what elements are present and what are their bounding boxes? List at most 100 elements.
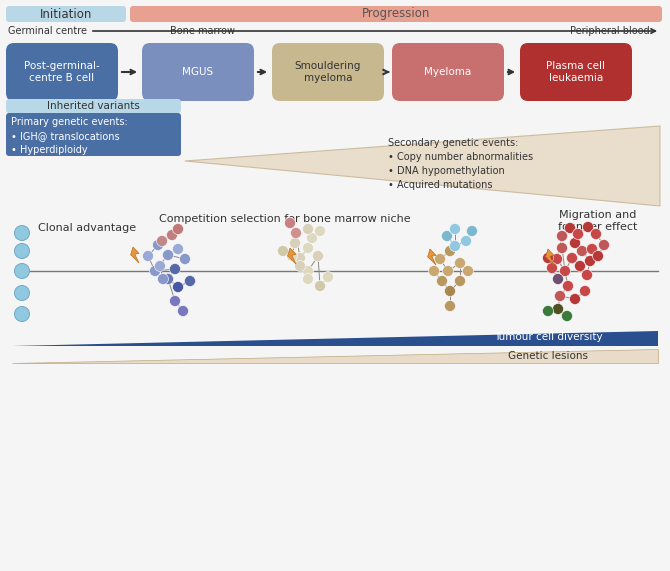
Circle shape bbox=[551, 254, 563, 264]
Circle shape bbox=[582, 270, 592, 280]
Circle shape bbox=[157, 235, 168, 247]
Circle shape bbox=[444, 246, 456, 256]
Circle shape bbox=[559, 266, 570, 276]
Text: Plasma cell
leukaemia: Plasma cell leukaemia bbox=[547, 61, 606, 83]
Circle shape bbox=[170, 296, 180, 307]
Circle shape bbox=[295, 260, 306, 271]
Polygon shape bbox=[287, 248, 296, 264]
Text: Progression: Progression bbox=[362, 7, 430, 21]
Circle shape bbox=[450, 223, 460, 235]
Circle shape bbox=[563, 280, 574, 292]
Circle shape bbox=[15, 226, 29, 240]
Circle shape bbox=[178, 305, 188, 316]
Polygon shape bbox=[427, 249, 436, 265]
Circle shape bbox=[584, 255, 596, 267]
Circle shape bbox=[287, 251, 297, 262]
Circle shape bbox=[592, 251, 604, 262]
Circle shape bbox=[170, 263, 180, 275]
FancyBboxPatch shape bbox=[6, 43, 118, 101]
Text: Primary genetic events:
• IGH@ translocations
• Hyperdiploidy: Primary genetic events: • IGH@ transloca… bbox=[11, 117, 128, 155]
Circle shape bbox=[582, 222, 594, 232]
Circle shape bbox=[454, 258, 466, 268]
Circle shape bbox=[157, 274, 168, 284]
Text: Post-germinal-
centre B cell: Post-germinal- centre B cell bbox=[24, 61, 100, 83]
Text: MGUS: MGUS bbox=[182, 67, 214, 77]
Circle shape bbox=[576, 246, 588, 256]
FancyBboxPatch shape bbox=[520, 43, 632, 101]
Text: Inherited variants: Inherited variants bbox=[46, 101, 139, 111]
Polygon shape bbox=[131, 247, 139, 263]
Circle shape bbox=[557, 231, 567, 242]
Circle shape bbox=[543, 305, 553, 316]
Circle shape bbox=[553, 274, 563, 284]
Polygon shape bbox=[12, 331, 658, 346]
Circle shape bbox=[289, 238, 301, 248]
Circle shape bbox=[153, 239, 163, 251]
Circle shape bbox=[149, 266, 161, 276]
Circle shape bbox=[302, 274, 314, 284]
Text: Smouldering
myeloma: Smouldering myeloma bbox=[295, 61, 361, 83]
FancyBboxPatch shape bbox=[6, 6, 126, 22]
Circle shape bbox=[277, 246, 289, 256]
Circle shape bbox=[570, 293, 580, 304]
Circle shape bbox=[15, 263, 29, 279]
FancyBboxPatch shape bbox=[6, 113, 181, 156]
Text: Tumour cell diversity: Tumour cell diversity bbox=[494, 332, 602, 343]
Circle shape bbox=[180, 254, 190, 264]
Circle shape bbox=[543, 252, 553, 263]
Circle shape bbox=[460, 235, 472, 247]
Circle shape bbox=[302, 223, 314, 235]
FancyBboxPatch shape bbox=[272, 43, 384, 101]
Circle shape bbox=[570, 238, 580, 248]
Circle shape bbox=[580, 286, 590, 296]
Circle shape bbox=[572, 228, 584, 239]
Circle shape bbox=[285, 218, 295, 228]
Text: Bone marrow: Bone marrow bbox=[170, 26, 235, 36]
Circle shape bbox=[555, 291, 565, 301]
Circle shape bbox=[143, 251, 153, 262]
Circle shape bbox=[314, 226, 326, 236]
Circle shape bbox=[163, 250, 174, 260]
Circle shape bbox=[306, 232, 318, 243]
Circle shape bbox=[15, 286, 29, 300]
Circle shape bbox=[435, 254, 446, 264]
FancyBboxPatch shape bbox=[130, 6, 662, 22]
Circle shape bbox=[547, 263, 557, 274]
Circle shape bbox=[466, 226, 478, 236]
Circle shape bbox=[450, 240, 460, 251]
Circle shape bbox=[557, 243, 567, 254]
Circle shape bbox=[598, 239, 610, 251]
Circle shape bbox=[167, 230, 178, 240]
Circle shape bbox=[15, 243, 29, 259]
Text: Myeloma: Myeloma bbox=[424, 67, 472, 77]
Circle shape bbox=[444, 286, 456, 296]
Circle shape bbox=[553, 304, 563, 315]
FancyBboxPatch shape bbox=[6, 99, 181, 113]
Circle shape bbox=[291, 227, 302, 239]
Circle shape bbox=[172, 223, 184, 235]
Circle shape bbox=[567, 252, 578, 263]
Circle shape bbox=[574, 260, 586, 271]
FancyBboxPatch shape bbox=[142, 43, 254, 101]
Circle shape bbox=[184, 275, 196, 287]
Circle shape bbox=[302, 243, 314, 254]
Polygon shape bbox=[12, 349, 658, 363]
Circle shape bbox=[429, 266, 440, 276]
Text: Germinal centre: Germinal centre bbox=[8, 26, 87, 36]
Circle shape bbox=[561, 311, 572, 321]
Text: Competition selection for bone marrow niche: Competition selection for bone marrow ni… bbox=[159, 214, 411, 224]
Circle shape bbox=[444, 300, 456, 312]
Circle shape bbox=[295, 252, 306, 263]
Circle shape bbox=[462, 266, 474, 276]
Text: Genetic lesions: Genetic lesions bbox=[508, 351, 588, 361]
FancyBboxPatch shape bbox=[392, 43, 504, 101]
Text: Secondary genetic events:
• Copy number abnormalities
• DNA hypomethylation
• Ac: Secondary genetic events: • Copy number … bbox=[388, 138, 533, 190]
Circle shape bbox=[312, 251, 324, 262]
Polygon shape bbox=[545, 249, 554, 265]
Circle shape bbox=[436, 275, 448, 287]
Circle shape bbox=[15, 307, 29, 321]
Circle shape bbox=[586, 243, 598, 255]
Circle shape bbox=[155, 260, 165, 271]
Circle shape bbox=[454, 275, 466, 287]
Polygon shape bbox=[185, 126, 660, 206]
